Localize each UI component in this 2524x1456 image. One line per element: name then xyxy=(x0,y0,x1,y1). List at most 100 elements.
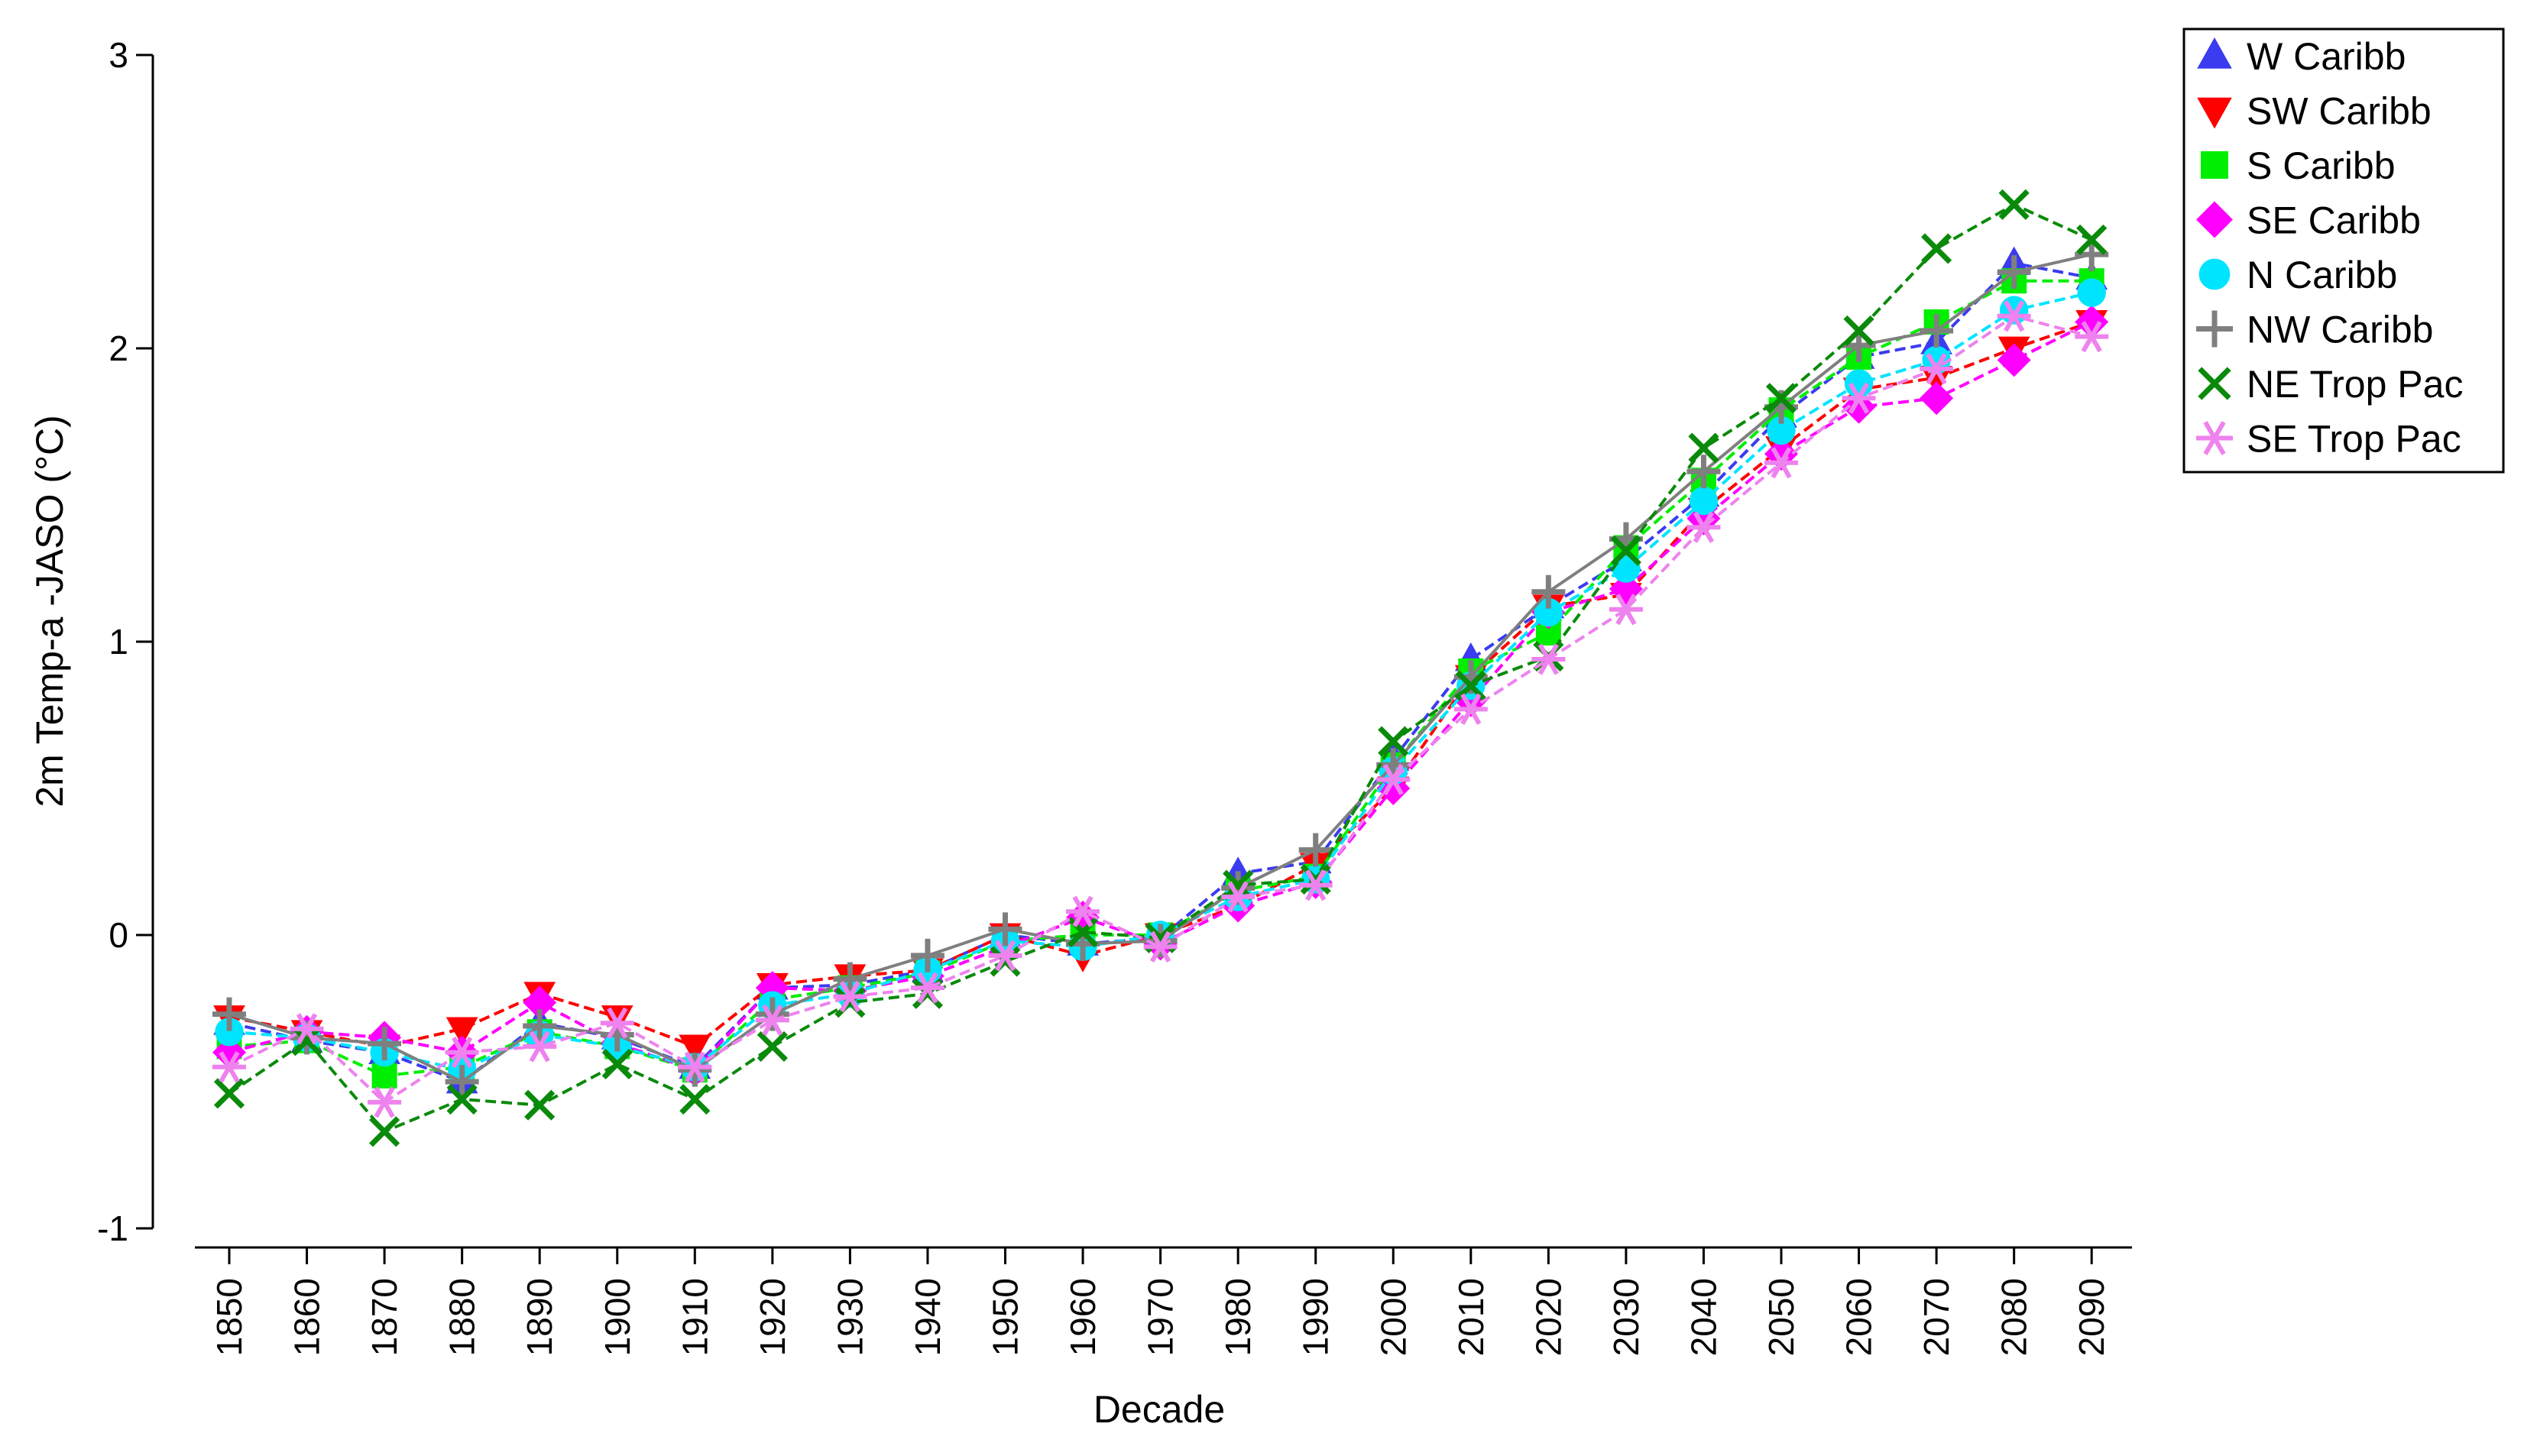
x-tick-label: 2080 xyxy=(1994,1278,2034,1356)
data-point xyxy=(291,1025,322,1056)
data-point xyxy=(212,997,246,1031)
y-tick-label: 1 xyxy=(109,622,128,662)
data-point xyxy=(2077,278,2106,307)
data-point xyxy=(1300,863,1331,895)
data-point xyxy=(1531,574,1566,609)
y-tick-label: -1 xyxy=(97,1208,128,1248)
x-tick-label: 1880 xyxy=(442,1278,482,1356)
legend-label: SW Caribb xyxy=(2247,90,2432,133)
data-point xyxy=(2076,224,2108,255)
data-point xyxy=(678,1051,712,1083)
data-point xyxy=(1765,383,1797,414)
data-point xyxy=(523,1031,557,1063)
data-point xyxy=(755,1004,789,1036)
data-point xyxy=(988,940,1022,972)
data-point xyxy=(2075,305,2109,339)
data-point xyxy=(679,1083,711,1115)
data-point xyxy=(990,946,1021,977)
x-tick-label: 1850 xyxy=(209,1278,249,1356)
legend-label: SE Trop Pac xyxy=(2247,418,2461,461)
data-point xyxy=(1998,189,2030,220)
data-point xyxy=(1764,447,1798,479)
data-point xyxy=(371,1063,397,1089)
legend-marker xyxy=(2196,201,2233,238)
data-point xyxy=(523,985,557,1020)
data-point xyxy=(290,1013,324,1045)
data-point xyxy=(215,1018,244,1047)
legend-label: NE Trop Pac xyxy=(2247,363,2463,406)
x-tick-label: 1950 xyxy=(986,1278,1025,1356)
legend-label: W Caribb xyxy=(2247,35,2406,78)
legend-marker xyxy=(2197,97,2232,129)
x-tick-label: 1990 xyxy=(1296,1278,1336,1356)
legend-label: NW Caribb xyxy=(2247,309,2433,351)
data-point xyxy=(600,1007,634,1039)
data-point xyxy=(1689,486,1719,516)
series-line xyxy=(228,202,2093,1134)
legend-box xyxy=(2182,28,2505,474)
x-tick-label: 2040 xyxy=(1683,1278,1723,1356)
data-point xyxy=(1843,315,1874,347)
data-point xyxy=(1534,597,1563,627)
legend-marker xyxy=(2198,258,2231,290)
legend-marker xyxy=(2201,151,2228,179)
axes: -1 0 1 2 3 1850 1860 1870 1880 1890 1900 1910 1920 19… xyxy=(97,35,2132,1356)
data-point xyxy=(369,1116,400,1147)
legend-marker xyxy=(2197,37,2232,69)
data-point xyxy=(1997,343,2031,377)
legend: W Caribb SW Caribb S Caribb SE Caribb N Cari… xyxy=(2182,28,2505,474)
data-point xyxy=(1686,511,1721,543)
data-point xyxy=(1997,255,2031,290)
x-tick-label: 2060 xyxy=(1839,1278,1879,1356)
data-point xyxy=(1920,353,1954,385)
data-point xyxy=(757,1031,788,1062)
data-point xyxy=(1842,382,1876,414)
legend-marker xyxy=(2196,310,2233,348)
data-point xyxy=(1610,535,1641,567)
data-point xyxy=(910,938,944,972)
x-tick-label: 1870 xyxy=(365,1278,404,1356)
data-point xyxy=(446,1017,478,1046)
data-point xyxy=(445,1036,479,1069)
series-s-caribb xyxy=(216,268,2104,1089)
legend-label: S Caribb xyxy=(2247,144,2396,187)
data-point xyxy=(1298,833,1333,867)
legend-item: NW Caribb xyxy=(2196,309,2433,351)
data-point xyxy=(1920,381,1954,416)
x-tick-label: 1920 xyxy=(753,1278,792,1356)
data-point xyxy=(445,1065,479,1098)
data-point xyxy=(2075,321,2109,353)
x-tick-label: 2050 xyxy=(1761,1278,1801,1356)
x-tick-label: 1970 xyxy=(1141,1278,1181,1356)
series-se-caribb xyxy=(212,305,2109,1087)
data-point xyxy=(446,1083,478,1115)
x-tick-label: 2090 xyxy=(2072,1278,2111,1356)
x-tick-label: 1960 xyxy=(1063,1278,1103,1356)
x-tick-label: 1890 xyxy=(520,1278,559,1356)
series-nw-caribb xyxy=(212,238,2109,1098)
legend-item: S Caribb xyxy=(2201,144,2396,187)
x-tick-label: 1980 xyxy=(1218,1278,1258,1356)
series-ne-trop-pac xyxy=(213,189,2108,1147)
legend-marker xyxy=(2198,367,2231,400)
x-tick-label: 2000 xyxy=(1373,1278,1413,1356)
legend-label: SE Caribb xyxy=(2247,199,2421,242)
data-point xyxy=(1531,643,1566,675)
data-point xyxy=(1686,455,1721,489)
data-point xyxy=(1143,930,1178,963)
legend-item: N Caribb xyxy=(2198,254,2397,296)
data-point xyxy=(368,1086,402,1118)
data-point xyxy=(1298,869,1333,901)
data-point xyxy=(1767,416,1796,445)
data-point xyxy=(368,1027,402,1061)
x-tick-label: 2030 xyxy=(1606,1278,1646,1356)
x-tick-label: 2070 xyxy=(1916,1278,1956,1356)
data-point xyxy=(1921,233,1952,264)
data-point xyxy=(1609,594,1643,626)
data-point xyxy=(833,962,867,996)
data-point xyxy=(213,1078,245,1109)
y-axis-title: 2m Temp-a -JASO (°C) xyxy=(28,415,71,807)
x-tick-label: 1930 xyxy=(830,1278,870,1356)
